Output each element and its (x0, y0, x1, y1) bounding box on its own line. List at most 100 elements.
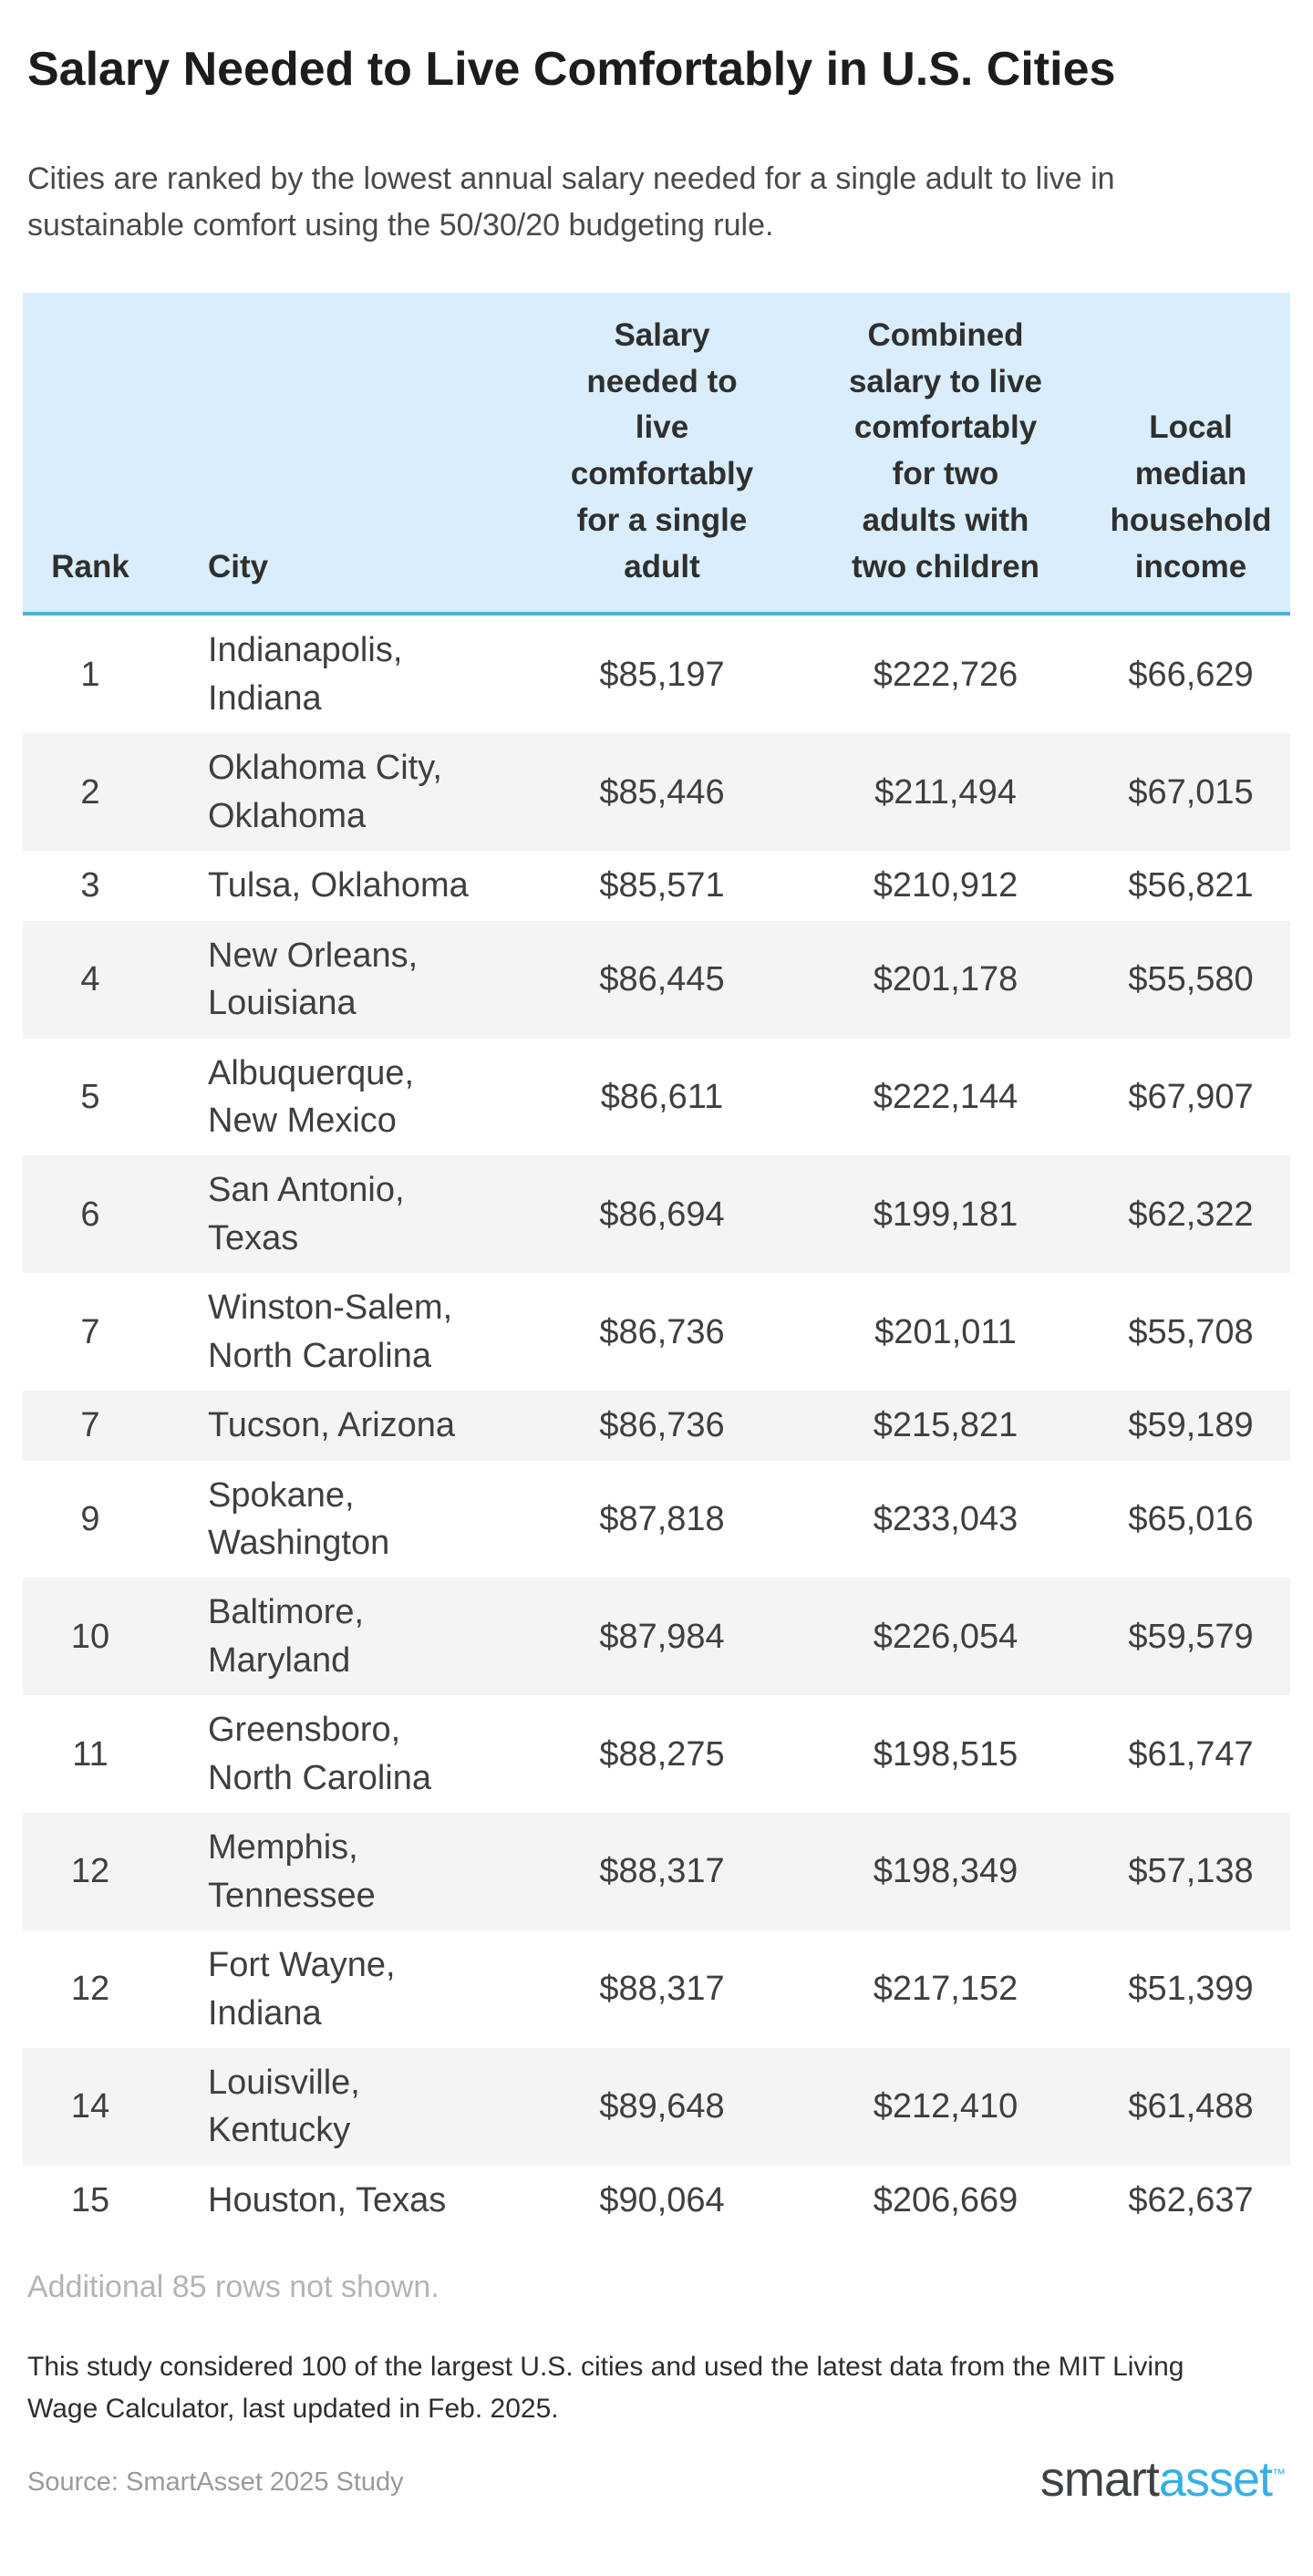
median-income-cell: $56,821 (1128, 866, 1254, 905)
rank-cell: 12 (70, 1970, 110, 2009)
city-cell: Winston-Salem, North Carolina (208, 1288, 453, 1375)
single-salary-cell: $86,694 (599, 1195, 725, 1234)
city-cell: Oklahoma City, Oklahoma (208, 749, 442, 835)
combined-salary-cell: $198,515 (873, 1734, 1018, 1774)
combined-salary-cell: $201,178 (873, 959, 1018, 998)
table-row: 4 New Orleans, Louisiana $86,445 $201,17… (23, 920, 1290, 1039)
city-cell: Memphis, Tennessee (208, 1828, 376, 1915)
combined-salary-cell: $222,726 (873, 655, 1018, 694)
single-salary-cell: $85,197 (599, 655, 725, 694)
median-income-cell: $66,629 (1128, 655, 1254, 694)
table-row: 2 Oklahoma City, Oklahoma $85,446 $211,4… (23, 733, 1290, 852)
table-row: 14 Louisville, Kentucky $89,648 $212,410… (23, 2047, 1290, 2166)
table-row: 7 Winston-Salem, North Carolina $86,736 … (23, 1273, 1290, 1391)
rank-cell: 11 (72, 1734, 109, 1774)
median-income-cell: $65,016 (1128, 1499, 1254, 1538)
source-text: Source: SmartAsset 2025 Study (27, 2467, 404, 2498)
logo-asset-text: asset (1158, 2451, 1273, 2507)
city-cell: Louisville, Kentucky (208, 2063, 360, 2150)
combined-salary-cell: $201,011 (874, 1312, 1017, 1351)
table-row: 12 Fort Wayne, Indiana $88,317 $217,152 … (23, 1930, 1290, 2048)
methodology-note: This study considered 100 of the largest… (27, 2351, 1184, 2425)
column-header-combined-salary: Combined salary to live comfortably for … (800, 292, 1091, 616)
median-income-cell: $57,138 (1128, 1852, 1254, 1891)
table-body: 1 Indianapolis, Indiana $85,197 $222,726… (23, 614, 1290, 2236)
combined-salary-cell: $222,144 (873, 1077, 1018, 1116)
rank-cell: 4 (80, 959, 100, 998)
page-subtitle: Cities are ranked by the lowest annual s… (27, 160, 1115, 243)
city-cell: Albuquerque, New Mexico (208, 1053, 415, 1140)
rank-cell: 10 (70, 1617, 110, 1656)
median-income-cell: $59,579 (1128, 1617, 1254, 1656)
table-row: 1 Indianapolis, Indiana $85,197 $222,726… (23, 614, 1290, 734)
single-salary-cell: $85,571 (599, 866, 725, 905)
city-cell: Houston, Texas (208, 2180, 447, 2219)
single-salary-cell: $88,275 (599, 1734, 725, 1774)
combined-salary-cell: $198,349 (873, 1852, 1018, 1891)
table-row: 5 Albuquerque, New Mexico $86,611 $222,1… (23, 1038, 1290, 1156)
rank-cell: 7 (80, 1312, 100, 1351)
table-row: 7 Tucson, Arizona $86,736 $215,821 $59,1… (23, 1391, 1290, 1461)
median-income-cell: $62,322 (1128, 1195, 1254, 1234)
single-salary-cell: $87,984 (599, 1617, 725, 1656)
city-cell: Spokane, Washington (208, 1475, 390, 1563)
single-salary-cell: $89,648 (599, 2087, 725, 2126)
median-income-cell: $59,189 (1128, 1406, 1254, 1445)
rank-cell: 5 (80, 1077, 100, 1116)
column-header-rank: Rank (23, 292, 158, 616)
single-salary-cell: $90,064 (599, 2180, 725, 2219)
single-salary-cell: $88,317 (599, 1852, 725, 1891)
combined-salary-cell: $215,821 (873, 1406, 1018, 1445)
trademark-mark: ™ (1272, 2466, 1286, 2482)
combined-salary-cell: $210,912 (873, 866, 1018, 905)
median-income-cell: $61,747 (1128, 1734, 1254, 1774)
footer: Source: SmartAsset 2025 Study smartasset… (27, 2451, 1286, 2507)
city-cell: Indianapolis, Indiana (208, 631, 403, 718)
rank-cell: 1 (80, 655, 100, 694)
rank-cell: 6 (80, 1195, 100, 1234)
single-salary-cell: $86,736 (599, 1312, 725, 1351)
rank-cell: 3 (80, 866, 100, 905)
single-salary-cell: $88,317 (599, 1970, 725, 2009)
table-row: 10 Baltimore, Maryland $87,984 $226,054 … (23, 1578, 1290, 1696)
column-header-single-salary: Salary needed to live comfortably for a … (524, 292, 800, 616)
city-cell: Fort Wayne, Indiana (208, 1946, 396, 2033)
combined-salary-cell: $211,494 (874, 772, 1017, 812)
logo-smart-text: smart (1039, 2451, 1160, 2507)
combined-salary-cell: $233,043 (873, 1499, 1018, 1538)
rank-cell: 15 (70, 2180, 110, 2219)
table-row: 11 Greensboro, North Carolina $88,275 $1… (23, 1695, 1290, 1814)
combined-salary-cell: $212,410 (873, 2087, 1018, 2126)
single-salary-cell: $86,611 (600, 1077, 724, 1116)
single-salary-cell: $86,736 (599, 1406, 725, 1445)
column-header-city: City (158, 292, 524, 616)
city-cell: Tulsa, Oklahoma (208, 866, 469, 905)
single-salary-cell: $86,445 (599, 959, 725, 998)
city-cell: San Antonio, Texas (208, 1171, 405, 1257)
table-row: 6 San Antonio, Texas $86,694 $199,181 $6… (23, 1155, 1290, 1274)
combined-salary-cell: $199,181 (873, 1195, 1018, 1234)
combined-salary-cell: $206,669 (873, 2180, 1018, 2219)
salary-table: Rank City Salary needed to live comforta… (23, 292, 1290, 2236)
city-cell: Tucson, Arizona (208, 1406, 456, 1445)
median-income-cell: $62,637 (1128, 2180, 1254, 2219)
median-income-cell: $67,907 (1128, 1077, 1254, 1116)
median-income-cell: $51,399 (1128, 1970, 1254, 2009)
city-cell: New Orleans, Louisiana (208, 936, 419, 1023)
rank-cell: 7 (80, 1406, 100, 1445)
rank-cell: 9 (80, 1499, 100, 1538)
rank-cell: 12 (70, 1852, 110, 1891)
infographic-page: Salary Needed to Live Comfortably in U.S… (23, 43, 1290, 2507)
page-title: Salary Needed to Live Comfortably in U.S… (27, 43, 1116, 96)
rank-cell: 14 (70, 2087, 110, 2126)
rank-cell: 2 (80, 772, 100, 812)
table-row: 15 Houston, Texas $90,064 $206,669 $62,6… (23, 2165, 1290, 2236)
median-income-cell: $61,488 (1128, 2087, 1254, 2126)
table-header-row: Rank City Salary needed to live comforta… (23, 292, 1290, 616)
single-salary-cell: $87,818 (599, 1499, 725, 1538)
median-income-cell: $55,708 (1128, 1312, 1254, 1351)
column-header-median-income: Local median household income (1091, 292, 1290, 616)
rows-not-shown-note: Additional 85 rows not shown. (27, 2270, 439, 2305)
combined-salary-cell: $226,054 (873, 1617, 1018, 1656)
table-row: 9 Spokane, Washington $87,818 $233,043 $… (23, 1460, 1290, 1578)
